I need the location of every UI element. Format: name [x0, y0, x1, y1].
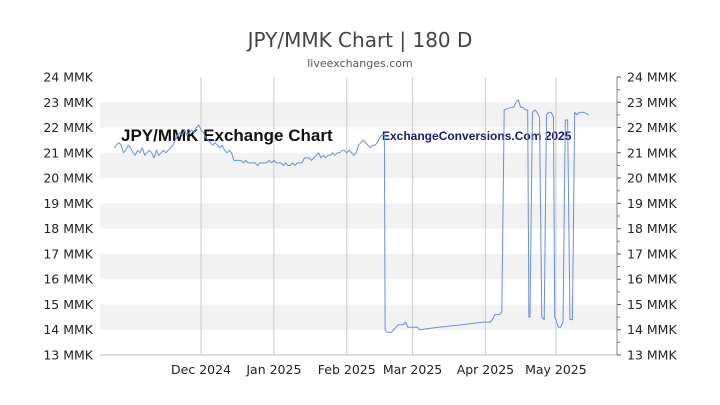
series-line — [113, 99, 590, 333]
y-tick-label-left: 19 MMK — [43, 196, 93, 211]
y-tick-label-right: 13 MMK — [627, 348, 677, 363]
y-tick-label-right: 17 MMK — [627, 246, 677, 261]
y-tick-label-left: 13 MMK — [43, 348, 93, 363]
grid-band — [100, 304, 617, 330]
x-tick-label: Apr 2025 — [457, 362, 514, 377]
grid-band — [100, 253, 617, 280]
y-tick-label-left: 18 MMK — [43, 221, 93, 236]
x-tick-label: Mar 2025 — [383, 362, 442, 377]
y-tick-label-right: 22 MMK — [627, 120, 677, 135]
y-tick-label-right: 20 MMK — [627, 171, 677, 186]
watermark-right: ExchangeConversions.Com 2025 — [382, 129, 572, 143]
y-tick-label-left: 16 MMK — [43, 272, 93, 287]
x-tick-label: Dec 2024 — [171, 362, 231, 377]
y-tick-label-left: 14 MMK — [43, 322, 93, 337]
y-tick-label-right: 14 MMK — [627, 322, 677, 337]
grid-band — [100, 203, 617, 229]
x-tick-label: Jan 2025 — [245, 362, 301, 377]
chart-subtitle: liveexchanges.com — [307, 57, 412, 70]
y-tick-label-left: 17 MMK — [43, 246, 93, 261]
grid-band — [100, 102, 617, 128]
y-tick-label-left: 21 MMK — [43, 145, 93, 160]
y-tick-label-right: 18 MMK — [627, 221, 677, 236]
vertical-gridlines — [200, 77, 557, 355]
watermark-left: JPY/MMK Exchange Chart — [121, 126, 333, 145]
y-axis-left: 13 MMK 14 MMK 15 MMK 16 MMK 17 MMK 18 MMK 19 M… — [43, 70, 93, 363]
y-tick-label-right: 21 MMK — [627, 145, 677, 160]
x-tick-label: Feb 2025 — [318, 362, 376, 377]
y-tick-label-right: 19 MMK — [627, 196, 677, 211]
y-tick-label-right: 23 MMK — [627, 95, 677, 110]
y-axis-right: 13 MMK 14 MMK 15 MMK 16 MMK 17 MMK 18 MMK 19 M… — [617, 70, 677, 363]
y-tick-label-left: 22 MMK — [43, 120, 93, 135]
y-tick-label-left: 15 MMK — [43, 297, 93, 312]
chart-title: JPY/MMK Chart | 180 D — [246, 28, 473, 52]
y-tick-label-right: 16 MMK — [627, 272, 677, 287]
y-tick-label-left: 23 MMK — [43, 95, 93, 110]
x-tick-label: May 2025 — [525, 362, 587, 377]
x-axis: Dec 2024 Jan 2025 Feb 2025 Mar 2025 Apr 2025… — [171, 362, 587, 377]
y-tick-label-right: 24 MMK — [627, 70, 677, 85]
y-tick-label-left: 20 MMK — [43, 171, 93, 186]
y-tick-label-right: 15 MMK — [627, 297, 677, 312]
y-tick-label-left: 24 MMK — [43, 70, 93, 85]
grid-band — [100, 152, 617, 179]
